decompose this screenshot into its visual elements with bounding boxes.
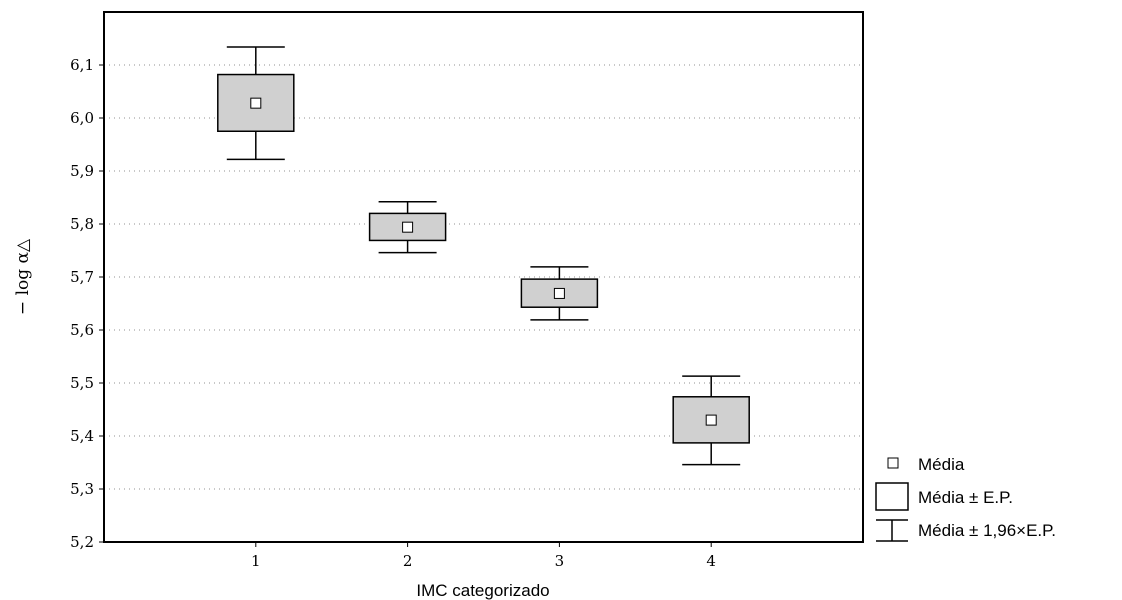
y-tick-label: 5,2 <box>70 533 94 551</box>
legend-ci-whisker <box>876 519 908 542</box>
mean-marker <box>250 97 262 109</box>
y-tick-label: 5,9 <box>70 162 94 180</box>
legend-se-box <box>875 482 909 511</box>
y-tick-label: 6,0 <box>70 109 94 127</box>
y-axis-title: − log α△ <box>13 238 33 315</box>
y-tick-label: 5,5 <box>70 374 94 392</box>
x-tick-label: 1 <box>251 552 261 570</box>
legend-ci-label: Média ± 1,96×E.P. <box>918 521 1056 540</box>
axes: 5,2 5,3 5,4 5,5 5,6 5,7 5,8 5,9 6,0 6,1 1 2 3 4 <box>70 56 716 570</box>
y-tick-label: 6,1 <box>70 56 94 74</box>
legend-se-label: Média ± E.P. <box>918 488 1013 507</box>
y-tick-label: 5,7 <box>70 268 94 286</box>
legend: Média Média ± E.P. Média ± 1,96×E.P. <box>875 455 1056 542</box>
x-tick-label: 3 <box>555 552 565 570</box>
x-axis-title: IMC categorizado <box>416 581 549 600</box>
se-box <box>520 278 599 308</box>
y-tick-label: 5,6 <box>70 321 94 339</box>
x-tick-label: 4 <box>706 552 716 570</box>
mean-marker <box>402 221 414 233</box>
plot-series <box>217 46 750 466</box>
y-tick-label: 5,8 <box>70 215 94 233</box>
mean-marker <box>553 287 565 299</box>
x-tick-label: 2 <box>403 552 413 570</box>
y-tick-label: 5,3 <box>70 480 94 498</box>
legend-mean-marker <box>887 457 899 469</box>
mean-marker <box>705 414 717 426</box>
y-tick-label: 5,4 <box>70 427 94 445</box>
legend-mean-label: Média <box>918 455 965 474</box>
